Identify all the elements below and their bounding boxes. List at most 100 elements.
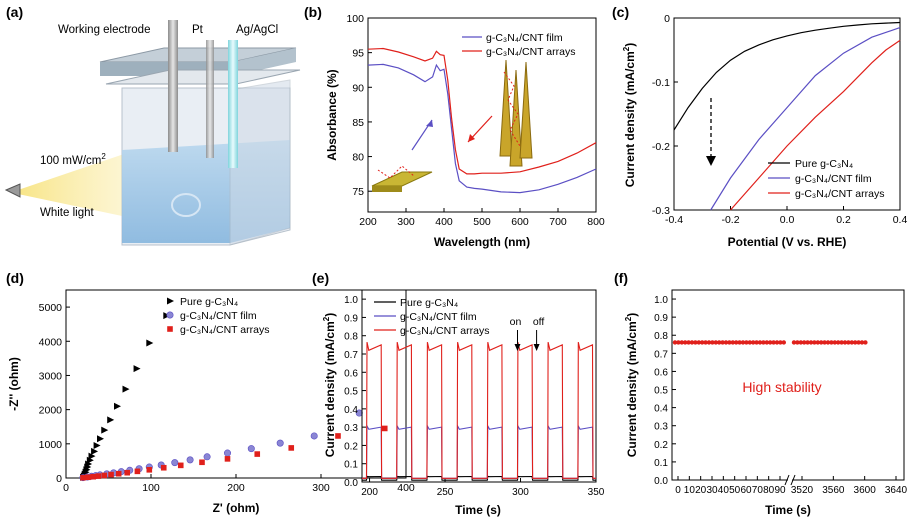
cell-lid-side [232,48,296,76]
data-point [863,340,868,345]
y-tick-label: 0.4 [654,404,668,415]
data-point [771,340,776,345]
data-point-arrays [381,425,388,432]
annotation-stability: High stability [742,379,821,395]
data-point [727,340,732,345]
x-tick-label: -0.2 [721,214,739,226]
tank-front-edge [229,79,291,246]
y-axis-label: -Z'' (ohm) [7,357,21,411]
legend-label: g-C₃N₄/CNT film [486,32,563,44]
data-point [723,340,729,345]
data-point [842,340,848,345]
data-point-pure [122,385,130,393]
y-axis-label: Current density (mA/cm2) [322,313,337,457]
y-tick-label: 85 [352,117,364,129]
data-point [781,340,786,345]
data-point-arrays [124,469,130,476]
y-tick-label: 0.0 [654,476,668,487]
y-tick-label: 0.1 [654,458,668,469]
y-tick-label: -0.2 [652,141,670,153]
legend-label: g-C₃N₄/CNT film [180,310,257,322]
pt-electrode-rod [206,40,214,158]
x-tick-label: 50 [729,485,741,496]
lamp-icon [4,183,21,198]
series-line [710,27,901,211]
legend-marker [167,326,173,332]
x-tick-label: 0.4 [893,214,908,226]
y-tick-label: 0.1 [344,460,358,471]
nanotube-inset [499,59,513,157]
data-point-arrays [146,466,153,473]
x-tick-label: 250 [437,487,454,498]
data-point [672,340,678,345]
trend-arrow-head [706,156,716,166]
axis-break-mark [784,474,790,486]
x-axis-label: Z' (ohm) [213,501,260,515]
axis-break-mask [788,474,792,486]
x-tick-label: -0.4 [665,214,683,226]
data-point-pure [97,435,104,443]
x-tick-label: 80 [763,485,775,496]
y-axis-label: Current density (mA/cm2) [622,43,637,187]
data-point [747,340,752,345]
y-tick-label: 0 [664,13,670,25]
x-tick-label: 500 [473,216,491,228]
x-tick-label: 3640 [885,485,908,496]
y-axis-label-sup: 2 [322,316,331,321]
data-point [853,340,858,345]
cell-illustration: Working electrode Pt Ag/AgCl 100 mW/cm2 … [4,20,301,246]
data-point [686,340,691,345]
data-point-arrays [90,473,96,480]
photocurrent-chart: 200 250 300 350 0.0 0.1 0.2 0.3 0.4 0.5 0.6 0.7 0.8 0… [322,289,605,517]
working-electrode-rod [168,20,178,152]
legend-label: Pure g-C₃N₄ [400,297,458,309]
panel-label-b: (b) [304,4,322,20]
data-point [815,340,820,345]
x-tick-label: 700 [549,216,567,228]
data-point-pure [107,416,115,424]
x-tick-label: 3600 [854,485,877,496]
x-tick-label: 30 [706,485,718,496]
x-tick-label: 60 [740,485,752,496]
y-tick-label: 0.2 [344,441,358,452]
y-axis-label-main: Current density (mA/cm [323,321,337,457]
data-point-arrays [199,459,205,466]
data-point-film [186,456,194,464]
data-point [832,340,837,345]
y-tick-label: 1.0 [344,295,358,306]
y-axis-label: Absorbance (%) [325,69,339,160]
data-point [822,340,827,345]
data-point-arrays [224,456,231,462]
data-point-arrays [115,470,122,477]
data-point [795,340,800,345]
x-tick-label: 70 [752,485,764,496]
x-tick-label: 20 [695,485,707,496]
data-point-film [310,432,318,440]
data-point [768,340,773,345]
stir-ring [171,193,201,217]
lsv-chart: -0.4 -0.2 0.0 0.2 0.4 0 -0.1 -0.2 -0.3 Pure g-C₃N… [622,13,907,249]
y-axis-label-sup: 2 [624,316,633,321]
y-tick-label: 0.8 [654,331,668,342]
y-tick-label: 0.7 [654,349,668,360]
data-point-film [224,449,232,457]
data-point [754,340,759,345]
y-axis-label-main: Current density (mA/cm [625,321,639,457]
ag-agcl-label: Ag/AgCl [236,24,278,36]
x-axis-label: Wavelength (nm) [434,235,530,249]
pt-label: Pt [192,24,204,36]
legend-marker [167,297,174,305]
data-point [689,340,695,345]
data-point [791,340,797,345]
y-axis-label-end: ) [625,313,639,317]
data-point [751,340,756,345]
axis-break-mark [790,474,796,486]
data-point [829,340,834,345]
annotation-on: on [510,316,522,328]
nanotube-inset [509,69,523,167]
y-axis-label: Current density (mA/cm2) [624,313,639,457]
y-tick-label: 5000 [39,302,63,314]
legend-label: g-C₃N₄/CNT arrays [180,324,269,336]
